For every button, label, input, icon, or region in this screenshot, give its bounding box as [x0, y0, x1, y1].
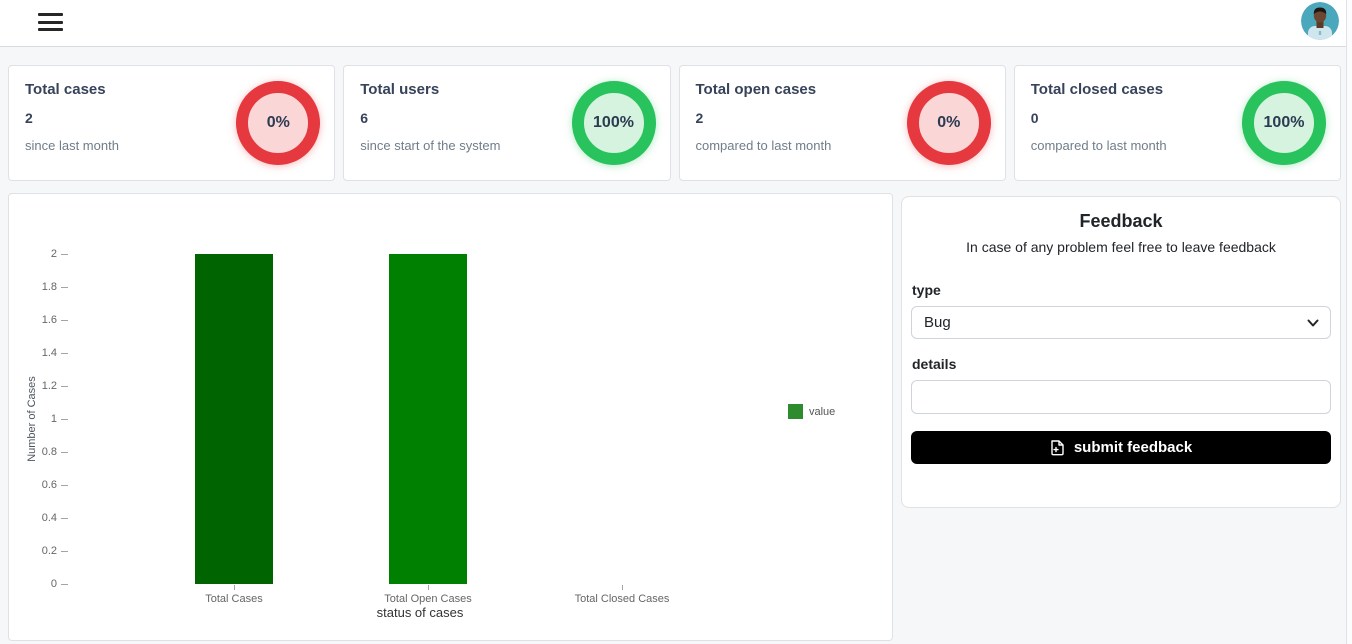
file-plus-icon: [1051, 440, 1064, 456]
stat-value: 6: [360, 110, 369, 126]
y-axis-tick: [61, 254, 68, 255]
y-axis-tick-label: 0: [50, 578, 57, 590]
y-axis-tick-label: 1: [50, 413, 57, 425]
y-axis-tick: [61, 320, 68, 321]
x-axis-title: status of cases: [376, 605, 464, 620]
y-axis-tick-label: 0.2: [41, 545, 57, 557]
y-axis-tick: [61, 419, 68, 420]
x-axis-tick: [234, 585, 235, 590]
y-axis-tick-label: 1.2: [41, 380, 57, 392]
y-axis-tick: [61, 353, 68, 354]
y-axis-tick: [61, 485, 68, 486]
stat-percentage-badge: 100%: [1242, 81, 1326, 165]
stat-percentage-badge: 100%: [571, 81, 656, 165]
stat-card-total-users: Total users 6 since start of the system …: [343, 65, 671, 181]
details-label: details: [912, 356, 957, 372]
y-axis-tick: [61, 551, 68, 552]
hamburger-icon: [38, 13, 63, 16]
y-axis-tick-label: 1.6: [41, 314, 57, 326]
stat-subtitle: compared to last month: [1030, 138, 1167, 153]
menu-toggle-button[interactable]: [38, 13, 63, 31]
stat-title: Total closed cases: [1030, 81, 1164, 98]
feedback-type-select[interactable]: Bug: [911, 306, 1331, 339]
y-axis-tick: [61, 518, 68, 519]
y-axis-tick-label: 1.8: [41, 281, 57, 293]
feedback-panel: Feedback In case of any problem feel fre…: [901, 196, 1341, 508]
x-axis-tick: [428, 585, 429, 590]
legend-label: value: [809, 405, 836, 418]
type-label: type: [912, 282, 941, 298]
y-axis-tick-label: 0.6: [41, 479, 57, 491]
user-avatar[interactable]: [1301, 2, 1339, 40]
y-axis-tick: [61, 452, 68, 453]
stat-title: Total cases: [25, 81, 106, 98]
y-axis-tick: [61, 386, 68, 387]
y-axis-tick-label: 0.8: [41, 446, 57, 458]
y-axis-tick-label: 1.4: [41, 347, 57, 359]
stat-value: 2: [695, 110, 704, 126]
feedback-title: Feedback: [1079, 211, 1163, 231]
stat-percentage-badge: 0%: [236, 81, 321, 165]
y-axis-tick: [61, 287, 68, 288]
stat-title: Total open cases: [695, 81, 817, 98]
y-axis-tick-label: 2: [50, 248, 57, 260]
submit-feedback-button[interactable]: submit feedback: [911, 431, 1331, 464]
stat-card-total-closed-cases: Total closed cases 0 compared to last mo…: [1013, 65, 1341, 181]
bar[interactable]: [389, 254, 467, 584]
stat-subtitle: since last month: [25, 138, 119, 153]
feedback-details-input[interactable]: [911, 380, 1331, 414]
x-axis-tick-label: Total Cases: [205, 593, 263, 605]
bar[interactable]: [195, 254, 273, 584]
stat-subtitle: since start of the system: [360, 138, 501, 153]
stats-row: Total cases 2 since last month 0% Total …: [8, 65, 1341, 181]
stat-percentage-badge: 0%: [906, 81, 991, 165]
stat-subtitle: compared to last month: [695, 138, 832, 153]
x-axis-tick-label: Total Open Cases: [384, 593, 472, 605]
stat-value: 0: [1030, 110, 1039, 126]
stat-title: Total users: [360, 81, 440, 98]
y-axis-tick: [61, 584, 68, 585]
x-axis-tick: [622, 585, 623, 590]
feedback-subtitle: In case of any problem feel free to leav…: [966, 239, 1276, 255]
chart-legend[interactable]: value: [788, 404, 835, 419]
avatar-image: [1301, 2, 1339, 40]
x-axis-tick-label: Total Closed Cases: [574, 593, 670, 605]
legend-swatch-icon: [788, 404, 803, 419]
stat-card-total-open-cases: Total open cases 2 compared to last mont…: [678, 65, 1006, 181]
top-navbar: [0, 0, 1352, 47]
stat-card-total-cases: Total cases 2 since last month 0%: [8, 65, 336, 181]
stat-value: 2: [25, 110, 33, 126]
page-scrollbar[interactable]: [1346, 0, 1352, 644]
submit-feedback-label: submit feedback: [1073, 439, 1193, 456]
y-axis-tick-label: 0.4: [41, 512, 57, 524]
